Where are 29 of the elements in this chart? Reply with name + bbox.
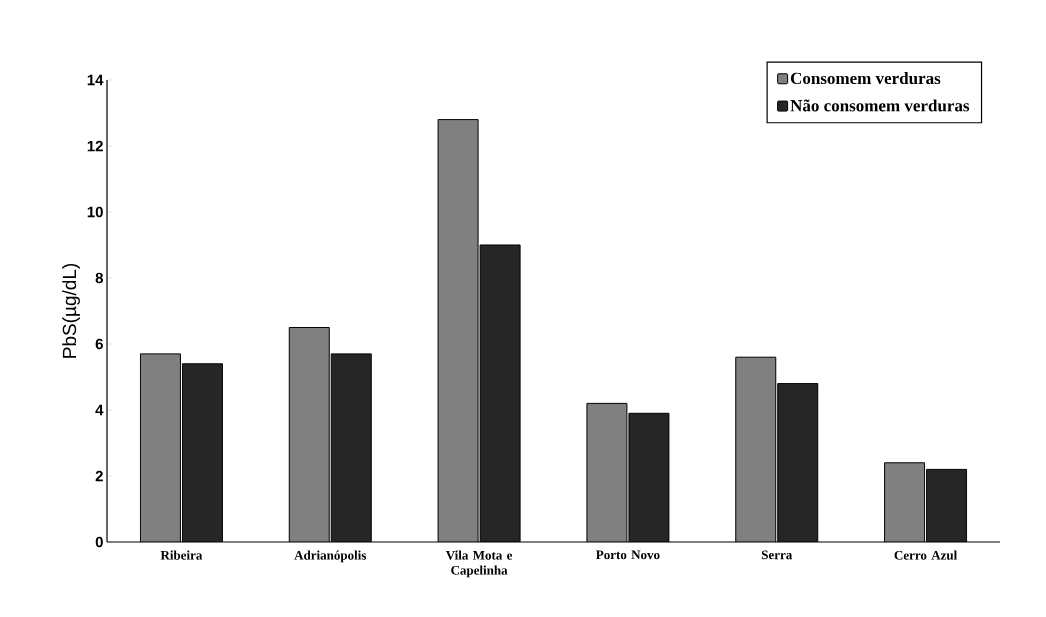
bar — [480, 244, 521, 542]
y-tick-label: 14 — [87, 74, 104, 86]
bar — [331, 353, 372, 542]
bar — [926, 468, 968, 542]
y-tick-label: 2 — [95, 470, 103, 482]
y-tick-label: 6 — [95, 338, 103, 350]
bar — [777, 383, 818, 542]
y-tick-label: 0 — [95, 536, 103, 548]
bar — [884, 462, 926, 542]
x-tick-label: Porto Novo — [596, 550, 660, 560]
bar — [735, 357, 776, 542]
y-axis-title: PbS(µg/dL) — [62, 263, 80, 358]
x-tick-label: Vila Mota e Capelinha — [445, 550, 513, 578]
bar — [182, 363, 223, 542]
bar — [438, 119, 479, 542]
x-tick-label: Serra — [761, 550, 793, 560]
y-tick-label: 8 — [95, 272, 104, 284]
y-tick-label: 4 — [95, 404, 104, 416]
legend-label: Consomem verduras — [790, 72, 941, 85]
y-tick-label: 12 — [87, 140, 103, 152]
bar — [628, 413, 669, 542]
legend-label: Não consomem verduras — [790, 99, 970, 112]
y-tick-label: 10 — [87, 206, 103, 218]
x-tick-label: Adrianópolis — [294, 550, 367, 563]
x-tick-label: Cerro Azul — [894, 550, 958, 560]
bar — [140, 353, 181, 542]
x-tick-label: Ribeira — [160, 550, 203, 560]
bar — [289, 327, 330, 542]
bar — [586, 403, 627, 542]
